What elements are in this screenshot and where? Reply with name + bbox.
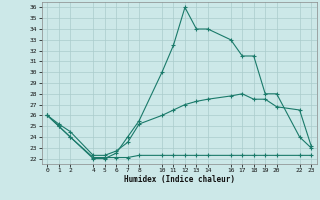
X-axis label: Humidex (Indice chaleur): Humidex (Indice chaleur) [124, 175, 235, 184]
